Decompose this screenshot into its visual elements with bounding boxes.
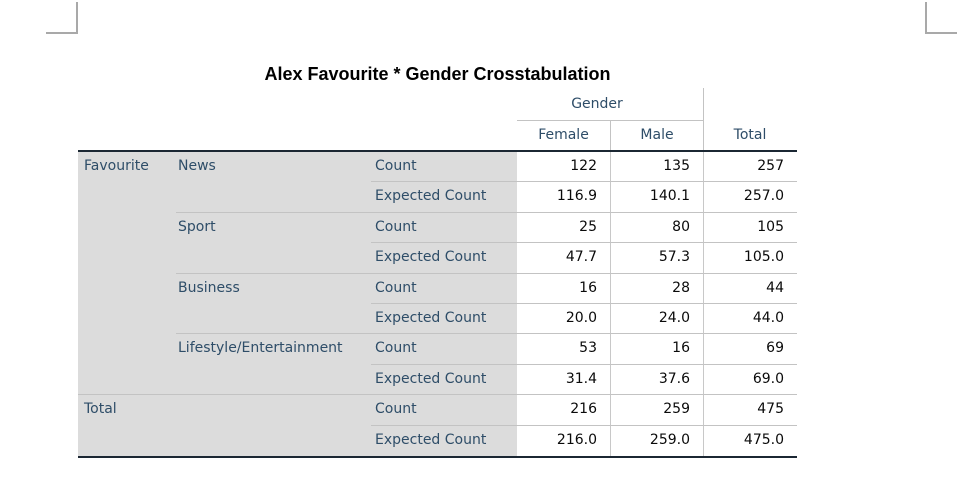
table-row: Sport Count 25 80 105 [78,212,797,244]
cell-female: 116.9 [517,182,610,213]
row-dimension-label [78,303,176,335]
stat-label: Expected Count [371,364,517,396]
cell-male: 259 [610,395,703,426]
cell-total: 475.0 [703,425,797,456]
crosstab-header: Gender Female Male Total [78,88,797,150]
stat-label: Count [371,273,517,304]
cell-total: 257 [703,152,797,183]
cell-total: 105.0 [703,243,797,274]
stat-label: Count [371,395,517,426]
table-row: Lifestyle/Entertainment Count 53 16 69 [78,334,797,365]
row-dimension-label [78,182,176,213]
cell-male: 24.0 [610,303,703,335]
row-dimension-label: Favourite [78,152,176,183]
stat-label: Count [371,212,517,244]
cell-male: 135 [610,152,703,183]
category-label [176,303,371,335]
cell-male: 140.1 [610,182,703,213]
row-dimension-label [78,425,176,456]
cell-total: 44 [703,273,797,304]
cell-total: 475 [703,395,797,426]
row-dimension-label [78,334,176,365]
cell-total: 44.0 [703,303,797,335]
column-dimension-label: Gender [517,88,703,121]
cell-female: 53 [517,334,610,365]
table-row: Expected Count 216.0 259.0 475.0 [78,425,797,456]
row-dimension-label [78,364,176,396]
cell-female: 216.0 [517,425,610,456]
column-header-male: Male [610,121,703,150]
table-title: Alex Favourite * Gender Crosstabulation [264,64,611,84]
table-row: Expected Count 31.4 37.6 69.0 [78,364,797,396]
cell-female: 20.0 [517,303,610,335]
row-dimension-label [78,243,176,274]
stat-label: Expected Count [371,303,517,335]
category-label: Business [176,273,371,304]
page-margin-corner-top-left [46,2,78,34]
cell-total: 69.0 [703,364,797,396]
category-label [176,243,371,274]
stat-label: Expected Count [371,182,517,213]
category-label: News [176,152,371,183]
crosstab-table: Gender Female Male Total Favourite News … [78,88,797,458]
cell-total: 105 [703,212,797,244]
cell-female: 216 [517,395,610,426]
cell-total: 257.0 [703,182,797,213]
category-label [176,425,371,456]
cell-male: 57.3 [610,243,703,274]
row-dimension-label [78,212,176,244]
category-label [176,182,371,213]
cell-male: 28 [610,273,703,304]
stat-label: Count [371,152,517,183]
cell-female: 122 [517,152,610,183]
table-row: Expected Count 20.0 24.0 44.0 [78,303,797,335]
page-margin-corner-top-right [925,2,957,34]
table-row: Total Count 216 259 475 [78,395,797,426]
row-dimension-label: Total [78,395,176,426]
column-header-female: Female [538,127,589,143]
stat-label: Expected Count [371,243,517,274]
cell-female: 25 [517,212,610,244]
cell-male: 37.6 [610,364,703,396]
row-dimension-label [78,273,176,304]
category-label [176,364,371,396]
cell-male: 80 [610,212,703,244]
category-label: Sport [176,212,371,244]
cell-male: 259.0 [610,425,703,456]
crosstab-body: Favourite News Count 122 135 257 Expecte… [78,150,797,458]
cell-male: 16 [610,334,703,365]
header-divider-total [703,88,704,150]
table-row: Expected Count 116.9 140.1 257.0 [78,182,797,213]
stat-label: Count [371,334,517,365]
stat-label: Expected Count [371,425,517,456]
column-header-total: Total [733,127,767,143]
cell-total: 69 [703,334,797,365]
category-label [176,395,371,426]
cell-female: 31.4 [517,364,610,396]
table-row: Favourite News Count 122 135 257 [78,152,797,183]
cell-female: 47.7 [517,243,610,274]
table-row: Business Count 16 28 44 [78,273,797,304]
table-row: Expected Count 47.7 57.3 105.0 [78,243,797,274]
cell-female: 16 [517,273,610,304]
category-label: Lifestyle/Entertainment [176,334,371,365]
